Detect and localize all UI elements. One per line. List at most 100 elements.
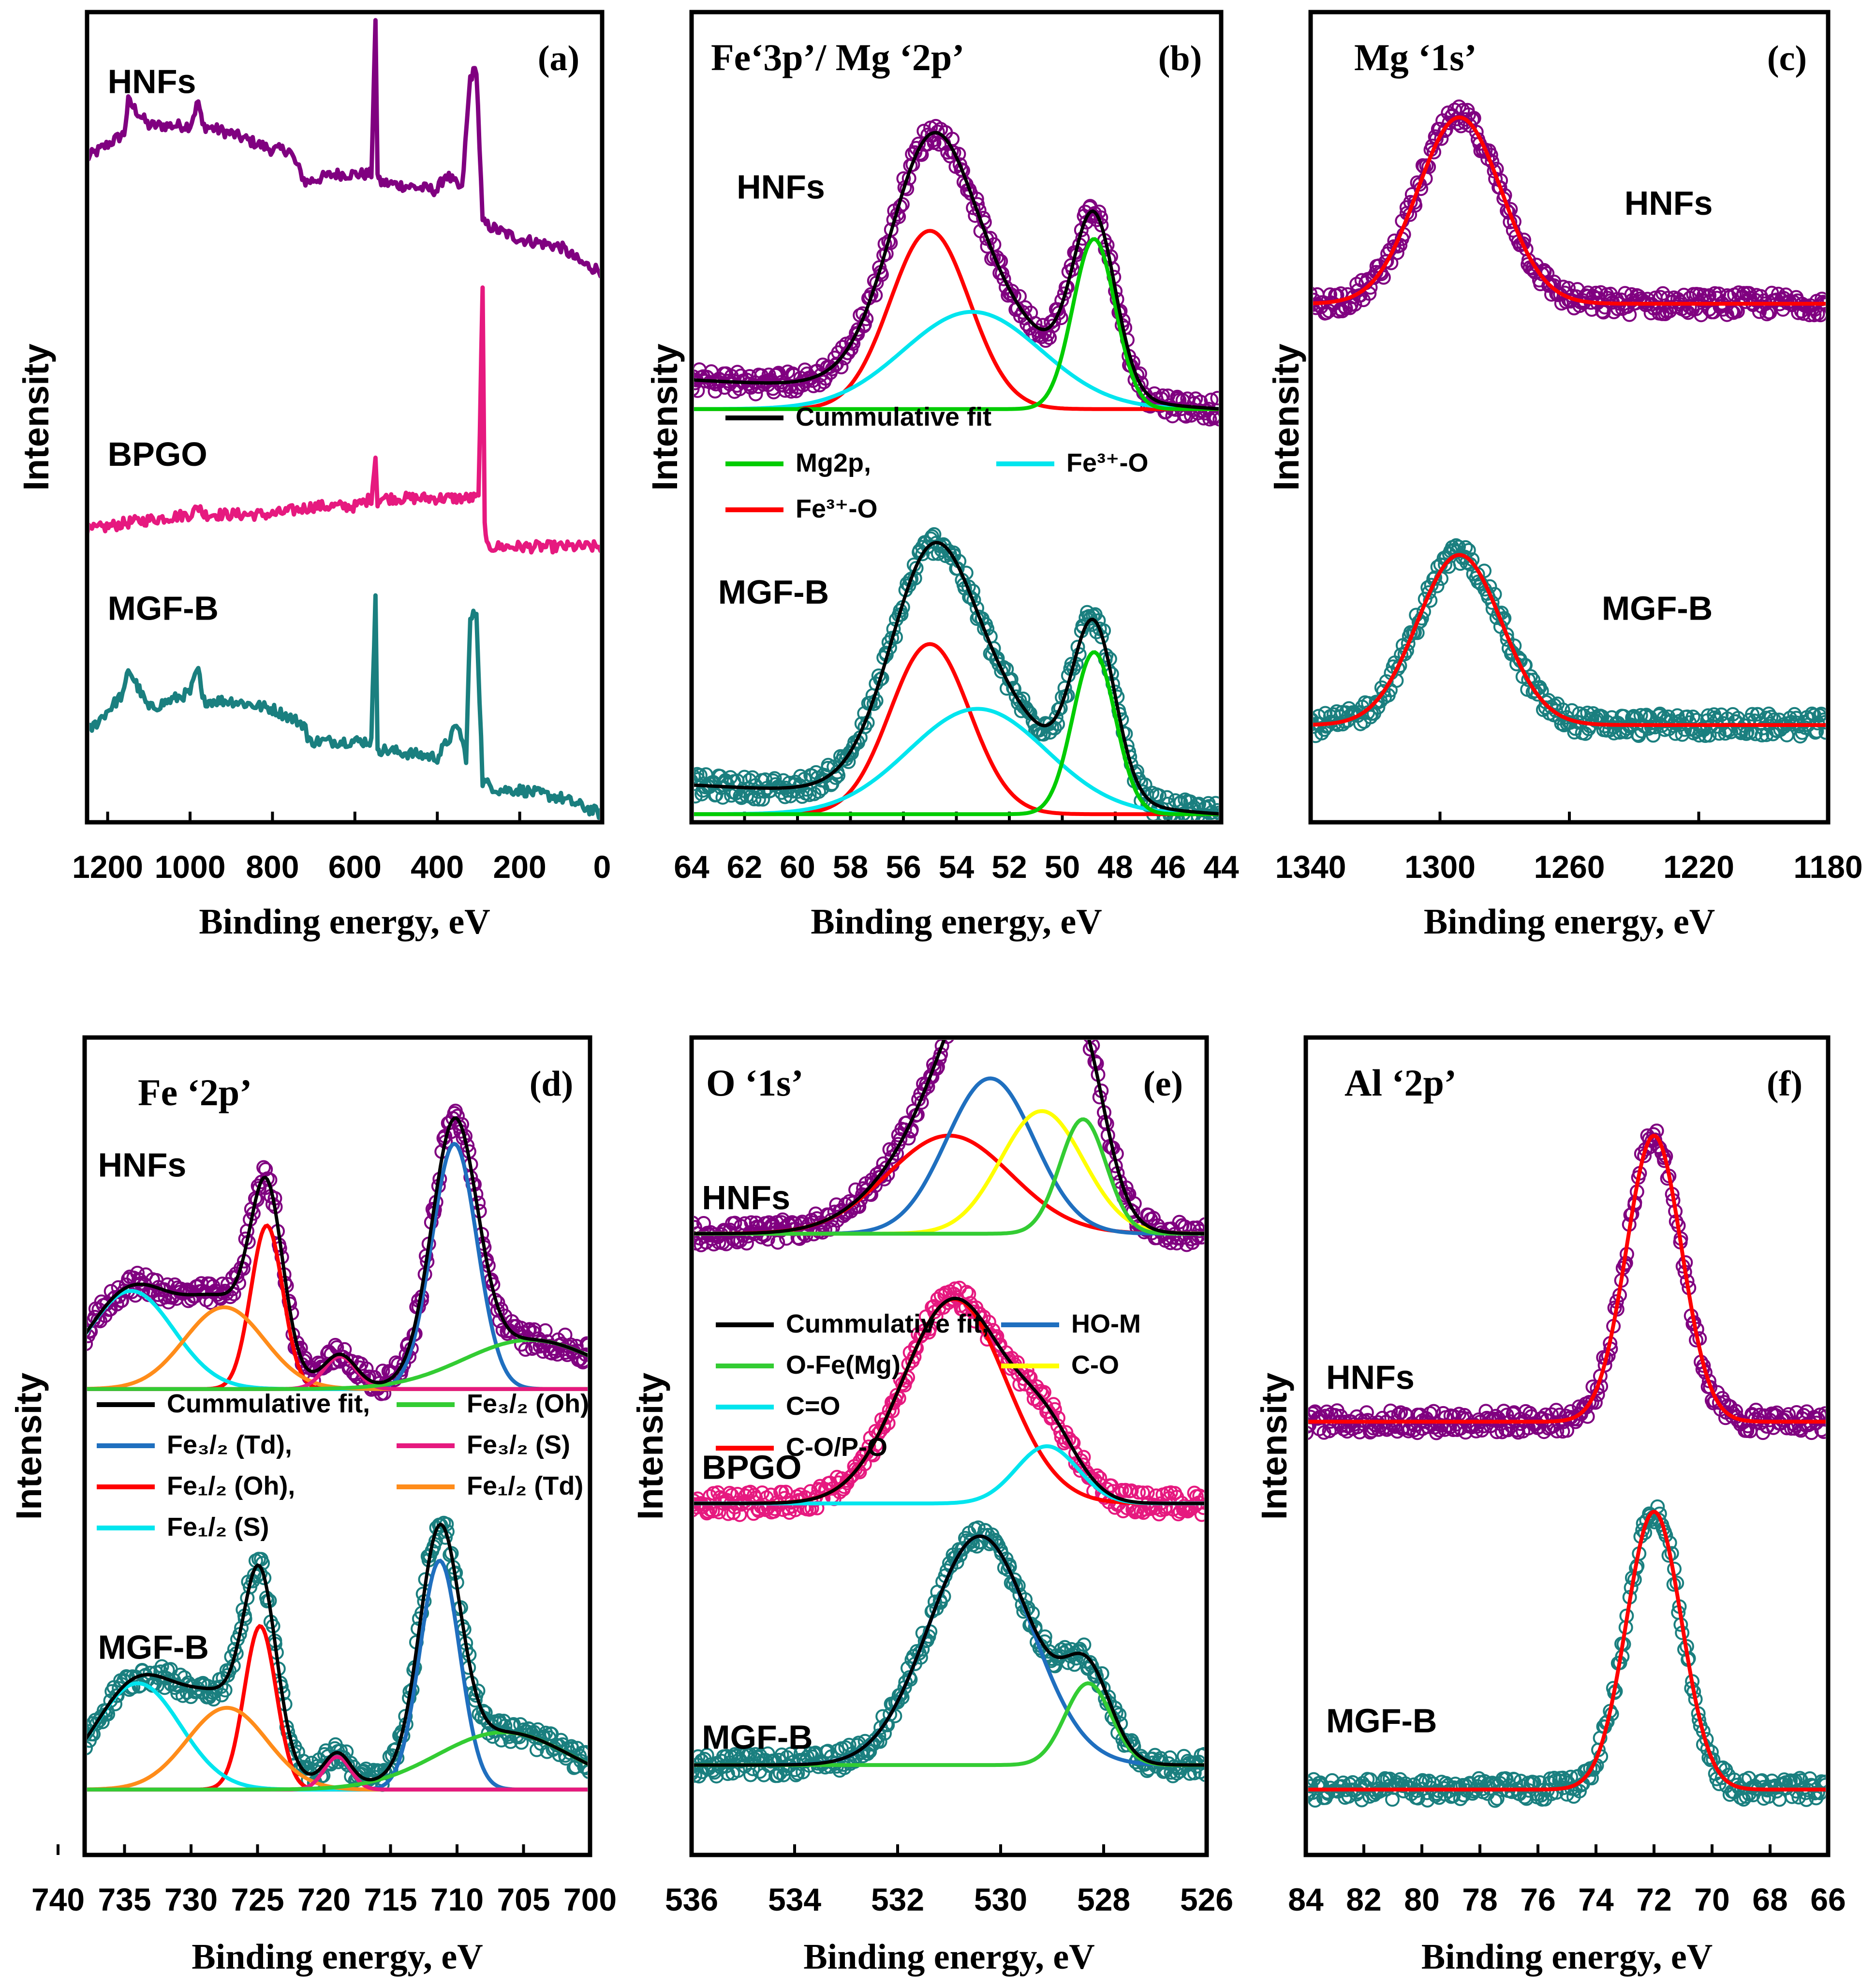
series-line-bpgo (89, 285, 600, 555)
data-point (87, 1324, 91, 1338)
data-points-mgf-b (1308, 1499, 1826, 1808)
x-tick-label: 526 (1180, 1882, 1233, 1917)
x-tick-label: 735 (98, 1882, 151, 1917)
panel-tag: (b) (1158, 39, 1202, 78)
data-point (973, 956, 985, 969)
x-tick-label: 84 (1288, 1882, 1324, 1917)
x-tick-label: 58 (833, 849, 868, 885)
data-point (965, 954, 978, 967)
data-point (1458, 540, 1473, 555)
x-tick-label: 1340 (1275, 849, 1346, 885)
x-tick-label: 534 (768, 1882, 821, 1917)
data-point (788, 1767, 803, 1782)
data-point (87, 1336, 93, 1351)
data-point (958, 973, 970, 985)
data-point (946, 1008, 959, 1021)
data-point (981, 944, 993, 957)
data-points-hnfs (1313, 99, 1826, 323)
data-point (1059, 981, 1071, 994)
sample-label: HNFs (98, 1146, 187, 1184)
panel-title: Fe ‘2p’ (138, 1071, 252, 1113)
data-point (1077, 1007, 1090, 1019)
data-point (1072, 994, 1085, 1007)
data-point (944, 1021, 957, 1033)
x-tick-label: 1300 (1404, 849, 1476, 885)
data-point (1015, 946, 1028, 959)
legend-label: Cummulative fit, (786, 1309, 989, 1338)
data-point (994, 941, 1007, 954)
x-tick-label: 74 (1578, 1882, 1614, 1917)
data-point (978, 952, 990, 964)
data-point (961, 1287, 976, 1302)
x-tick-label: 1220 (1663, 849, 1734, 885)
data-point (821, 757, 836, 772)
data-point (578, 1347, 588, 1362)
data-point (1814, 707, 1826, 721)
cumulative-fit (694, 1534, 1204, 1767)
data-point (1565, 703, 1580, 718)
data-point (1198, 1490, 1204, 1505)
data-point (1488, 1793, 1503, 1808)
data-point (942, 1022, 955, 1034)
x-tick-label: 725 (231, 1882, 284, 1917)
fit-component (1313, 115, 1826, 306)
sample-label: BPGO (702, 1449, 801, 1486)
data-point (1077, 1637, 1092, 1652)
x-tick-label: 1260 (1534, 849, 1605, 885)
legend-label: C=O (786, 1392, 841, 1421)
x-tick-label: 70 (1694, 1882, 1729, 1917)
fit-component (1308, 1510, 1826, 1792)
data-point (954, 998, 967, 1010)
data-point (1198, 1767, 1204, 1782)
panel-e: 536 534 532 530 528 526 Binding energy, eV Inte… (630, 941, 1233, 1977)
data-point (1519, 242, 1534, 256)
fit-component (1313, 553, 1826, 727)
panel-frame (1303, 1035, 1831, 1857)
cumulative-fit (694, 131, 1219, 411)
data-point (694, 383, 705, 398)
data-point (1426, 1404, 1441, 1419)
fit-component (694, 1117, 1204, 1236)
data-point (1025, 968, 1038, 981)
data-point (1032, 959, 1045, 971)
sample-label: HNFs (108, 63, 196, 101)
data-point (747, 792, 762, 806)
data-point (1308, 1779, 1318, 1794)
data-point (1008, 689, 1023, 704)
cumulative-fit (694, 541, 1219, 816)
data-point (1383, 1403, 1398, 1418)
data-point (726, 1505, 741, 1520)
data-point (576, 1355, 588, 1370)
data-point (1056, 990, 1068, 1002)
data-point (1817, 715, 1826, 730)
data-point (1755, 727, 1770, 742)
x-tick-label: 532 (871, 1882, 924, 1917)
data-point (694, 1769, 707, 1784)
data-point (1738, 294, 1753, 309)
panel-tag: (a) (538, 39, 579, 78)
data-point (961, 982, 974, 994)
x-tick-label: 715 (364, 1882, 417, 1917)
x-tick-label: 528 (1077, 1882, 1130, 1917)
data-point (1212, 412, 1219, 427)
data-point (1564, 1769, 1578, 1784)
data-point (1007, 943, 1019, 955)
panel-tag: (c) (1767, 39, 1807, 78)
x-axis-title: Binding energy, eV (803, 1937, 1094, 1977)
panel-title: O ‘1s’ (706, 1062, 803, 1104)
data-point (1011, 951, 1023, 964)
data-point (971, 1520, 986, 1535)
data-point (1322, 1424, 1337, 1438)
x-tick-label: 64 (674, 849, 709, 885)
data-point (1198, 1217, 1204, 1232)
data-point (218, 1683, 233, 1698)
data-point (1043, 969, 1055, 982)
data-point (1020, 943, 1033, 955)
data-point (1030, 972, 1043, 984)
panel-d: 740 735 730 725 720 715 710 705 700 Binding energ… (9, 1035, 617, 1977)
sample-label: MGF-B (702, 1718, 812, 1756)
data-point (1750, 707, 1765, 722)
x-tick-label: 60 (780, 849, 815, 885)
panel-tag: (f) (1767, 1064, 1802, 1104)
data-point (1465, 552, 1480, 567)
